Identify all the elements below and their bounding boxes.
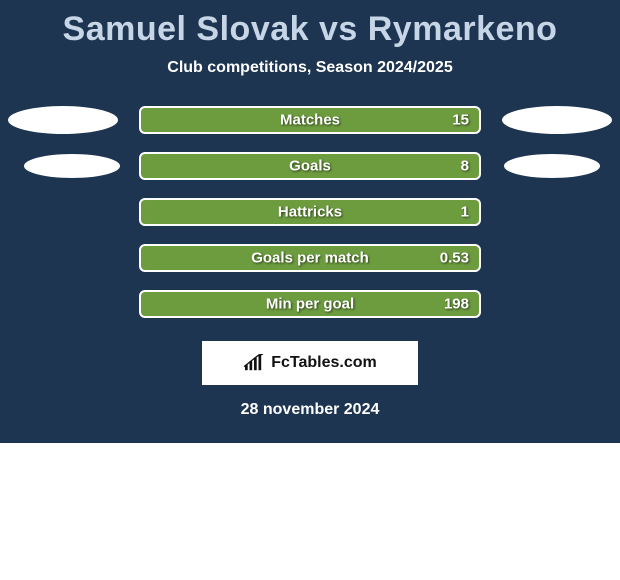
- stat-row: Goals 8: [0, 143, 620, 189]
- footer-date: 28 november 2024: [0, 401, 620, 419]
- comparison-panel: Samuel Slovak vs Rymarkeno Club competit…: [0, 0, 620, 443]
- stat-label: Goals: [289, 158, 331, 175]
- page-subtitle: Club competitions, Season 2024/2025: [0, 59, 620, 77]
- page-title: Samuel Slovak vs Rymarkeno: [0, 6, 620, 59]
- stats-list: Matches 15 Goals 8 Hattricks 1 Goals per match…: [0, 97, 620, 327]
- stat-label: Goals per match: [251, 250, 369, 267]
- stat-label: Hattricks: [278, 204, 342, 221]
- stat-row: Matches 15: [0, 97, 620, 143]
- stat-bar: Goals 8: [139, 152, 481, 180]
- stat-value: 8: [461, 158, 469, 175]
- player-left-oval: [24, 154, 120, 178]
- stat-value: 198: [444, 296, 469, 313]
- player-right-oval: [504, 154, 600, 178]
- brand-box: FcTables.com: [202, 341, 418, 385]
- stat-bar: Hattricks 1: [139, 198, 481, 226]
- stat-label: Min per goal: [266, 296, 354, 313]
- stat-value: 0.53: [440, 250, 469, 267]
- stat-row: Hattricks 1: [0, 189, 620, 235]
- stat-value: 15: [452, 112, 469, 129]
- stat-value: 1: [461, 204, 469, 221]
- stat-row: Min per goal 198: [0, 281, 620, 327]
- player-left-oval: [8, 106, 118, 134]
- stat-row: Goals per match 0.53: [0, 235, 620, 281]
- stat-bar: Goals per match 0.53: [139, 244, 481, 272]
- stat-bar: Matches 15: [139, 106, 481, 134]
- stat-bar: Min per goal 198: [139, 290, 481, 318]
- brand-text: FcTables.com: [271, 354, 377, 372]
- player-right-oval: [502, 106, 612, 134]
- bar-chart-icon: [243, 354, 265, 372]
- stat-label: Matches: [280, 112, 340, 129]
